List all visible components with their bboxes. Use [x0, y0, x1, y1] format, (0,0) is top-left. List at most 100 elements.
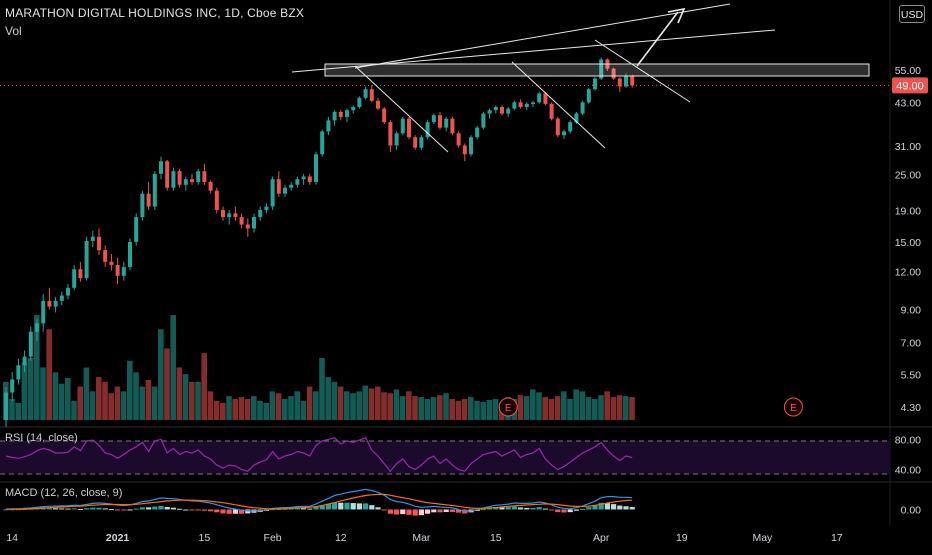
candle-body[interactable]	[97, 236, 101, 251]
candle-body[interactable]	[431, 115, 436, 123]
candle-body[interactable]	[35, 323, 39, 332]
candle-body[interactable]	[146, 193, 151, 207]
candle-body[interactable]	[159, 161, 163, 174]
candle-body[interactable]	[369, 89, 374, 101]
candle-body[interactable]	[462, 145, 467, 155]
candle-body[interactable]	[320, 131, 325, 155]
candle-body[interactable]	[475, 127, 480, 138]
candle-body[interactable]	[270, 179, 275, 207]
candle-body[interactable]	[103, 250, 108, 262]
candle-body[interactable]	[425, 122, 430, 138]
candle-body[interactable]	[593, 78, 597, 90]
candle-body[interactable]	[233, 213, 238, 218]
candle-body[interactable]	[190, 179, 194, 182]
candle-body[interactable]	[376, 100, 380, 109]
candle-body[interactable]	[121, 267, 126, 276]
candle-body[interactable]	[134, 217, 139, 242]
candle-body[interactable]	[599, 59, 604, 79]
candle-body[interactable]	[72, 269, 77, 288]
candle-body[interactable]	[506, 108, 511, 114]
earnings-marker-circle[interactable]	[783, 397, 803, 417]
candle-body[interactable]	[221, 209, 225, 218]
candle-body[interactable]	[47, 300, 52, 307]
candle-body[interactable]	[109, 261, 114, 265]
candle-body[interactable]	[66, 287, 70, 296]
candle-body[interactable]	[4, 392, 8, 420]
candle-body[interactable]	[586, 89, 591, 103]
projection-arrow-shaft[interactable]	[636, 11, 679, 67]
candle-body[interactable]	[543, 93, 548, 104]
candle-body[interactable]	[208, 181, 213, 191]
candle-body[interactable]	[500, 107, 504, 114]
earnings-marker-circle[interactable]	[498, 397, 518, 417]
candle-body[interactable]	[512, 102, 517, 109]
candle-body[interactable]	[295, 179, 300, 185]
candle-body[interactable]	[177, 171, 182, 185]
candle-body[interactable]	[183, 179, 188, 185]
candle-body[interactable]	[555, 118, 560, 136]
candle-body[interactable]	[357, 97, 362, 108]
candle-body[interactable]	[301, 176, 306, 180]
candle-body[interactable]	[332, 111, 337, 121]
candle-body[interactable]	[524, 103, 529, 108]
candle-body[interactable]	[140, 193, 145, 218]
candle-body[interactable]	[345, 110, 349, 117]
candle-body[interactable]	[413, 137, 418, 148]
candle-body[interactable]	[289, 184, 294, 188]
candle-body[interactable]	[630, 76, 635, 86]
candle-body[interactable]	[22, 356, 27, 366]
candles[interactable]: 49.00	[0, 57, 928, 427]
candle-body[interactable]	[16, 365, 21, 380]
candle-body[interactable]	[171, 171, 176, 188]
candle-body[interactable]	[276, 179, 281, 194]
candle-body[interactable]	[245, 224, 250, 229]
candle-body[interactable]	[84, 241, 89, 279]
candle-body[interactable]	[115, 264, 120, 276]
candle-body[interactable]	[394, 133, 399, 146]
candle-body[interactable]	[617, 78, 622, 87]
candle-body[interactable]	[264, 206, 269, 210]
candle-body[interactable]	[611, 68, 616, 79]
candle-body[interactable]	[549, 103, 554, 119]
candle-body[interactable]	[10, 379, 15, 393]
candle-body[interactable]	[456, 133, 461, 146]
candle-body[interactable]	[338, 111, 343, 117]
candle-body[interactable]	[624, 76, 628, 87]
candle-body[interactable]	[487, 110, 492, 114]
trendline-decline-2[interactable]	[511, 61, 606, 149]
candle-body[interactable]	[59, 295, 64, 301]
candle-body[interactable]	[41, 300, 46, 324]
candle-body[interactable]	[444, 118, 449, 128]
trendline-upper-2[interactable]	[354, 3, 731, 69]
candle-body[interactable]	[152, 173, 157, 207]
candle-body[interactable]	[90, 236, 95, 242]
trendline-decline-1[interactable]	[354, 65, 449, 153]
candle-body[interactable]	[568, 122, 573, 132]
candle-body[interactable]	[400, 118, 405, 134]
candle-body[interactable]	[28, 331, 33, 357]
candle-body[interactable]	[363, 89, 368, 98]
candle-body[interactable]	[574, 113, 579, 123]
candle-body[interactable]	[351, 107, 356, 111]
candle-body[interactable]	[214, 190, 219, 210]
projection-arrow-head[interactable]	[667, 7, 686, 24]
candle-body[interactable]	[252, 217, 256, 229]
candle-body[interactable]	[481, 113, 486, 128]
trendline-decline-3[interactable]	[594, 39, 691, 103]
candle-body[interactable]	[283, 187, 287, 194]
candle-body[interactable]	[78, 269, 83, 279]
candle-body[interactable]	[307, 176, 312, 182]
candle-body[interactable]	[493, 107, 498, 111]
candle-body[interactable]	[469, 137, 473, 155]
candle-body[interactable]	[518, 102, 523, 108]
candle-body[interactable]	[128, 241, 132, 268]
candle-body[interactable]	[258, 209, 263, 218]
candle-body[interactable]	[388, 122, 393, 146]
candle-body[interactable]	[438, 115, 442, 128]
candle-body[interactable]	[326, 120, 331, 132]
candle-body[interactable]	[531, 102, 535, 104]
candle-body[interactable]	[196, 171, 201, 182]
candle-body[interactable]	[382, 108, 387, 123]
